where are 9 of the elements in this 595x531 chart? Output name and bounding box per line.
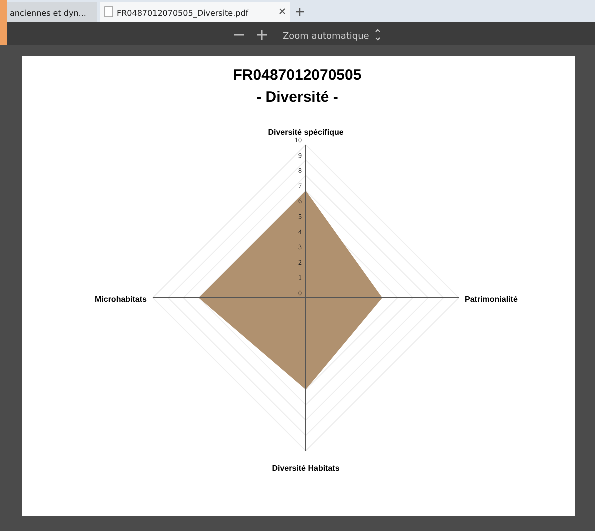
text: anciennes et dyn...	[10, 9, 86, 18]
text: FR0487012070505_Diversite.pdf	[117, 9, 249, 18]
spoke-label: Diversité spécifique	[268, 128, 344, 137]
spoke-label: Diversité Habitats	[272, 464, 340, 473]
spoke-label: Microhabitats	[94, 295, 148, 304]
chart-title: FR0487012070505	[233, 67, 362, 84]
chart-subtitle: - Diversité -	[256, 89, 338, 106]
spoke-label: Patrimonialité	[465, 295, 518, 304]
text: Zoom automatique	[283, 32, 370, 42]
